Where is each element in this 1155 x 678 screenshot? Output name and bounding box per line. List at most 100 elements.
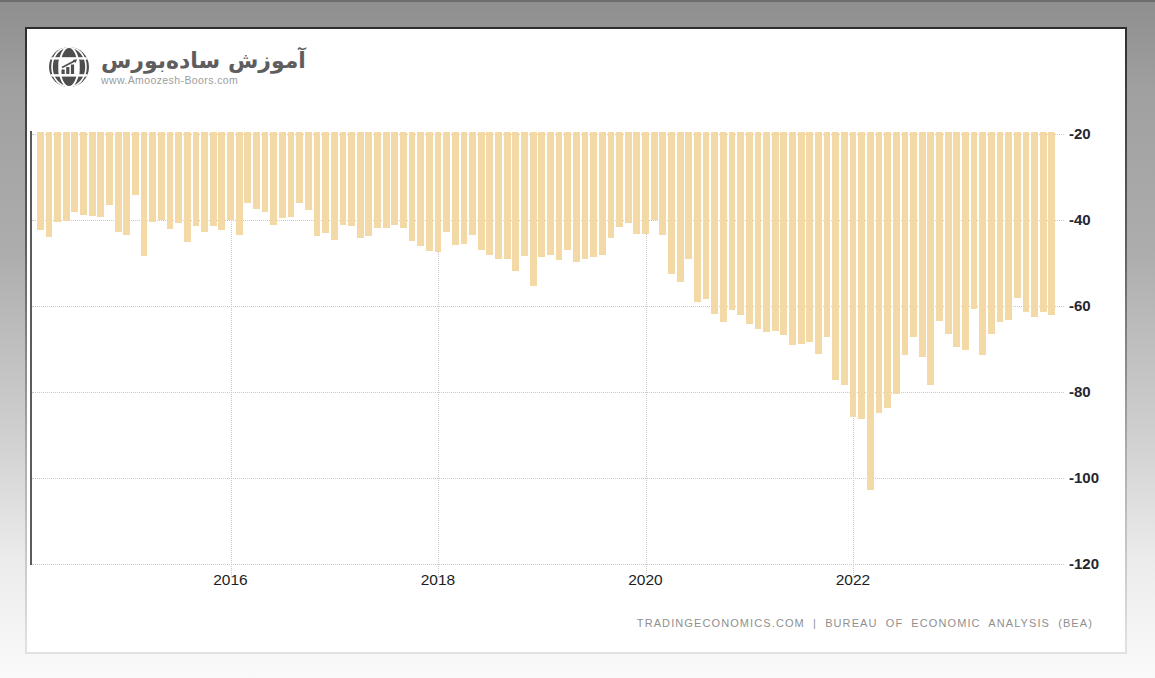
bar-2019-03[interactable] [556,132,563,260]
bar-2023-05[interactable] [988,132,995,334]
bar-2018-10[interactable] [512,132,519,272]
bar-2015-11[interactable] [210,132,217,226]
bar-2016-09[interactable] [296,132,303,204]
bar-2023-03[interactable] [971,132,978,309]
bar-2020-08[interactable] [703,132,710,299]
bar-2019-12[interactable] [633,132,640,234]
bar-2019-09[interactable] [608,132,615,239]
bar-2015-04[interactable] [149,132,156,223]
bar-2017-08[interactable] [391,132,398,225]
bar-2020-07[interactable] [694,132,701,303]
bar-2018-02[interactable] [443,132,450,233]
bar-2023-02[interactable] [962,132,969,351]
bar-2017-02[interactable] [340,132,347,225]
bar-2018-04[interactable] [461,132,468,244]
bar-2017-03[interactable] [348,132,355,227]
bar-2017-12[interactable] [426,132,433,252]
bar-2018-08[interactable] [495,132,502,259]
bar-2023-01[interactable] [953,132,960,347]
bar-2022-05[interactable] [884,132,891,408]
bar-2016-04[interactable] [253,132,260,209]
bar-2020-10[interactable] [720,132,727,322]
bar-2021-07[interactable] [798,132,805,344]
bar-2016-08[interactable] [288,132,295,218]
bar-2023-07[interactable] [1005,132,1012,321]
bar-2017-05[interactable] [365,132,372,237]
bar-2019-02[interactable] [547,132,554,256]
bar-2021-02[interactable] [755,132,762,330]
bar-2021-11[interactable] [832,132,839,381]
bar-2021-01[interactable] [746,132,753,325]
bar-2021-08[interactable] [806,132,813,343]
bar-2019-04[interactable] [564,132,571,251]
bar-2016-05[interactable] [262,132,269,213]
bar-2018-12[interactable] [530,132,537,287]
bar-2022-11[interactable] [936,132,943,321]
bar-2018-01[interactable] [435,132,442,253]
bar-2020-04[interactable] [668,132,675,274]
bar-2017-10[interactable] [409,132,416,242]
bar-2020-05[interactable] [677,132,684,282]
bar-2016-11[interactable] [314,132,321,237]
bar-2022-12[interactable] [945,132,952,334]
bar-2017-01[interactable] [331,132,338,240]
bar-2019-10[interactable] [616,132,623,227]
bar-2016-02[interactable] [236,132,243,236]
bar-2019-06[interactable] [582,132,589,259]
bar-2015-06[interactable] [167,132,174,230]
bar-2015-08[interactable] [184,132,191,243]
bar-2021-10[interactable] [824,132,831,337]
bar-2019-07[interactable] [590,132,597,257]
bar-2014-03[interactable] [37,132,44,231]
bar-2017-04[interactable] [357,132,364,239]
bar-2015-03[interactable] [141,132,148,256]
bar-2017-07[interactable] [383,132,390,229]
bar-2022-01[interactable] [850,132,857,417]
bar-2022-10[interactable] [927,132,934,386]
bar-2014-09[interactable] [89,132,96,216]
bar-2014-04[interactable] [46,132,53,238]
bar-2016-01[interactable] [227,132,234,220]
bar-2023-12[interactable] [1048,132,1055,315]
bar-2014-06[interactable] [63,132,70,221]
bar-2019-11[interactable] [625,132,632,224]
bar-2015-05[interactable] [158,132,165,221]
bar-2015-09[interactable] [193,132,200,226]
bar-2021-04[interactable] [772,132,779,331]
bar-2023-08[interactable] [1014,132,1021,298]
bar-2016-12[interactable] [322,132,329,233]
bar-2022-09[interactable] [919,132,926,358]
bar-2015-02[interactable] [132,132,139,196]
bar-2020-12[interactable] [737,132,744,316]
bar-2014-05[interactable] [54,132,61,223]
bar-2017-09[interactable] [400,132,407,229]
bar-2021-03[interactable] [763,132,770,332]
bar-2017-06[interactable] [374,132,381,229]
bar-2018-03[interactable] [452,132,459,246]
bar-2020-03[interactable] [659,132,666,236]
bar-2023-09[interactable] [1023,132,1030,313]
bar-2022-03[interactable] [867,132,874,491]
bar-2020-06[interactable] [685,132,692,259]
bar-2022-06[interactable] [893,132,900,395]
bar-2021-05[interactable] [780,132,787,336]
bar-2018-06[interactable] [478,132,485,251]
bar-2017-11[interactable] [417,132,424,247]
bar-2020-09[interactable] [711,132,718,314]
bar-2014-11[interactable] [106,132,113,205]
bar-2018-05[interactable] [469,132,476,236]
bar-2023-11[interactable] [1040,132,1047,313]
bar-2020-11[interactable] [729,132,736,311]
bar-2016-10[interactable] [305,132,312,210]
bar-2014-12[interactable] [115,132,122,232]
bar-2018-11[interactable] [521,132,528,257]
bar-2015-10[interactable] [201,132,208,232]
bar-2023-06[interactable] [997,132,1004,322]
bar-2022-02[interactable] [858,132,865,420]
bar-2014-10[interactable] [97,132,104,218]
bar-2021-06[interactable] [789,132,796,346]
bar-2023-10[interactable] [1031,132,1038,318]
bar-2019-05[interactable] [573,132,580,263]
bar-2019-01[interactable] [538,132,545,257]
bar-2016-03[interactable] [244,132,251,204]
